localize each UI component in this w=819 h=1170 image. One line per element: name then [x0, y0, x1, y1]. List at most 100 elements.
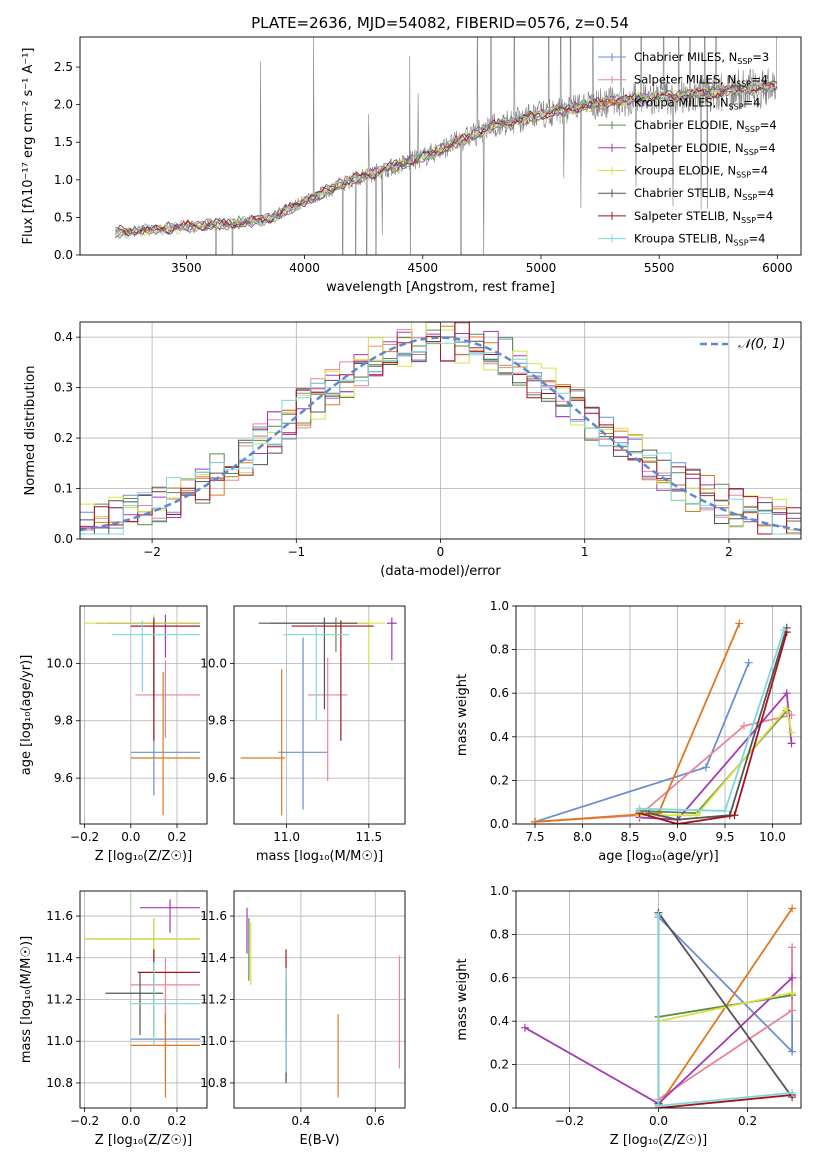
x-tick-label: 1 — [581, 545, 589, 559]
grid-mw_vs_age — [516, 605, 801, 825]
y-tick-label: 10.8 — [200, 1076, 227, 1090]
axes-frame — [515, 605, 802, 825]
y-tick-label: 10.0 — [200, 656, 227, 670]
panel-mass_vs_ebv: 0.4 0.6 10.8 11.0 11.2 11.4 11.6 E(B-V) — [200, 890, 406, 1148]
panel-mw_vs_Z: −0.2 0.0 0.2 0.0 0.2 0.4 0.6 0.8 1.0 Z [log₁₀(Z/Z… — [455, 884, 802, 1148]
model-spectrum-5 — [115, 80, 778, 238]
y-axis-label: Flux [fλ10⁻¹⁷ erg cm⁻² s⁻¹ A⁻¹] — [21, 48, 36, 245]
x-tick-label: −0.2 — [70, 1114, 99, 1128]
weight-line-5 — [658, 992, 793, 1023]
x-tick-label: 0.2 — [738, 1114, 757, 1128]
model-spectrum-7 — [115, 81, 778, 237]
plot-area-mw_vs_age — [531, 619, 796, 824]
spectrum-legend: Chabrier MILES, NSSP=3 Salpeter MILES, NS… — [598, 50, 777, 248]
weight-marker — [779, 625, 788, 634]
y-axis-label: Normed distribution — [23, 366, 38, 496]
x-axis-label: age [log₁₀(age/yr)] — [598, 849, 719, 864]
axes-frame — [233, 890, 406, 1109]
y-tick-label: 0.5 — [54, 210, 73, 224]
histogram-step-8 — [80, 341, 801, 535]
axes-frame — [79, 605, 208, 825]
grid-mass_vs_Z — [80, 891, 207, 1108]
x-axis-label: mass [log₁₀(M/M☉)] — [256, 849, 383, 864]
weight-line-7 — [658, 1094, 793, 1108]
y-axis-label: mass weight — [455, 674, 470, 756]
x-tick-label: 11.5 — [355, 830, 382, 844]
y-axis-label: mass [log₁₀(M/M☉)] — [19, 936, 34, 1063]
x-tick-label: 8.0 — [573, 830, 592, 844]
weight-line-3 — [639, 710, 788, 815]
axes-frame — [79, 36, 802, 256]
axes-frame — [233, 605, 406, 825]
x-tick-label: 4000 — [289, 261, 320, 275]
grid-age_vs_Z — [80, 606, 207, 824]
histogram-step-6 — [80, 322, 801, 535]
legend-label-8: Kroupa STELIB, NSSP=4 — [634, 232, 765, 248]
weight-marker — [788, 1006, 797, 1015]
weight-marker — [635, 804, 644, 813]
panel-age_vs_Z: −0.2 0.0 0.2 9.6 9.8 10.0 Z [log₁₀(Z/Z☉)] age [… — [19, 605, 208, 864]
x-tick-label: −1 — [287, 545, 305, 559]
x-axis-label: E(B-V) — [299, 1133, 339, 1148]
y-tick-label: 0.4 — [490, 1014, 509, 1028]
grid-mass_vs_ebv — [234, 891, 405, 1108]
y-tick-label: 1.0 — [54, 173, 73, 187]
y-tick-label: 0.6 — [490, 971, 509, 985]
y-tick-label: 1.0 — [490, 599, 509, 613]
weight-marker — [788, 1047, 797, 1056]
x-axis-label: Z [log₁₀(Z/Z☉)] — [95, 849, 192, 864]
panel-mw_vs_age: 7.5 8.0 8.5 9.0 9.5 10.0 0.0 0.2 0.4 0.6 0.8 1.0 age… — [455, 599, 802, 864]
x-tick-label: 0.2 — [167, 830, 186, 844]
x-tick-label: 0.6 — [366, 1114, 385, 1128]
panel-spectrum: 3500 4000 4500 5000 5500 6000 0.0 0.5 1.0 1.5 2.0 2… — [21, 36, 802, 295]
y-axis-label: mass weight — [455, 958, 470, 1040]
grid-age_vs_mass — [234, 606, 405, 824]
y-tick-label: 11.0 — [46, 1034, 73, 1048]
weight-marker — [782, 689, 791, 698]
x-tick-label: 10.0 — [759, 830, 786, 844]
y-tick-label: 2.0 — [54, 98, 73, 112]
plot-area-mw_vs_Z — [520, 904, 797, 1108]
weight-line-6 — [648, 627, 788, 821]
chart-panels: 3500 4000 4500 5000 5500 6000 0.0 0.5 1.0 1.5 2.0 2… — [19, 36, 802, 1148]
x-tick-label: 0.4 — [291, 1114, 310, 1128]
plot-area-age_vs_mass — [240, 617, 397, 816]
weight-marker — [787, 728, 796, 737]
legend-label-6: Chabrier STELIB, NSSP=4 — [634, 186, 774, 202]
x-tick-label: 4500 — [407, 261, 438, 275]
legend-label-0: Chabrier MILES, NSSP=3 — [634, 50, 769, 66]
x-tick-label: 11.0 — [273, 830, 300, 844]
y-tick-label: 0.2 — [490, 1058, 509, 1072]
y-tick-label: 11.6 — [46, 909, 73, 923]
weight-marker — [788, 973, 797, 982]
weight-line-5 — [639, 706, 793, 817]
axes-frame — [79, 890, 208, 1109]
weight-marker — [788, 943, 797, 952]
y-tick-label: 11.2 — [46, 993, 73, 1007]
x-axis-label: wavelength [Angstrom, rest frame] — [326, 280, 555, 295]
y-tick-label: 1.0 — [490, 884, 509, 898]
y-tick-label: 11.4 — [200, 951, 227, 965]
y-tick-label: 0.0 — [490, 1101, 509, 1115]
weight-marker — [788, 988, 797, 997]
y-tick-label: 0.1 — [54, 482, 73, 496]
y-tick-label: 0.4 — [490, 730, 509, 744]
x-tick-label: 5500 — [644, 261, 675, 275]
weight-marker — [702, 763, 710, 772]
x-tick-label: 0.2 — [167, 1114, 186, 1128]
figure-title: PLATE=2636, MJD=54082, FIBERID=0576, z=0… — [251, 14, 629, 32]
y-tick-label: 1.5 — [54, 135, 73, 149]
weight-marker — [788, 1088, 797, 1097]
x-tick-label: −0.2 — [555, 1114, 584, 1128]
y-tick-label: 11.4 — [46, 951, 73, 965]
y-tick-label: 11.2 — [200, 993, 227, 1007]
x-tick-label: 9.0 — [668, 830, 687, 844]
legend-label-5: Kroupa ELODIE, NSSP=4 — [634, 164, 768, 180]
y-tick-label: 0.6 — [490, 686, 509, 700]
y-tick-label: 0.0 — [54, 248, 73, 262]
weight-marker — [721, 806, 729, 815]
y-tick-label: 0.0 — [490, 817, 509, 831]
weight-marker — [673, 820, 682, 824]
y-tick-label: 0.3 — [54, 381, 73, 395]
